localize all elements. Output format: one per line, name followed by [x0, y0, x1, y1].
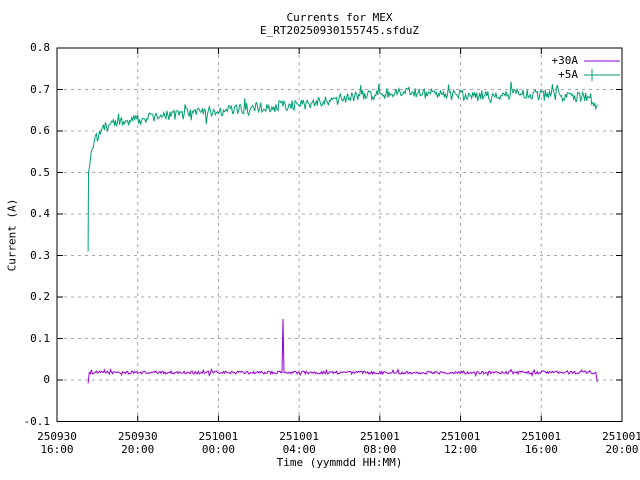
x-tick-label-date: 250930	[37, 430, 77, 443]
y-tick-label: 0.8	[30, 41, 50, 54]
x-tick-label-date: 250930	[117, 430, 158, 443]
x-tick-label-date: 251001	[198, 430, 239, 443]
legend-label-+5A: +5A	[558, 68, 578, 81]
plot-border	[56, 47, 623, 422]
x-tick-label-time: 20:00	[605, 443, 639, 456]
x-tick-label-date: 251001	[359, 430, 400, 443]
y-tick-label: 0.7	[30, 82, 50, 96]
legend-label-+30A: +30A	[551, 54, 579, 67]
series-line-+30A	[87, 318, 598, 384]
x-tick-label-date: 251001	[521, 430, 562, 443]
x-tick-label-time: 08:00	[363, 443, 397, 456]
x-tick-label-date: 251001	[602, 430, 640, 443]
x-tick-label-date: 251001	[440, 430, 481, 443]
y-tick-label: 0.3	[30, 248, 50, 262]
chart-subtitle: E_RT20250930155745.sfduZ	[260, 24, 419, 37]
x-tick-label-date: 251001	[279, 430, 320, 443]
x-tick-label-time: 16:00	[40, 443, 74, 456]
x-tick-label-time: 16:00	[524, 443, 558, 456]
y-tick-label: 0.1	[30, 331, 50, 345]
x-tick-label-time: 20:00	[121, 443, 155, 456]
y-tick-label: 0.5	[30, 165, 50, 179]
x-tick-label-time: 04:00	[282, 443, 316, 456]
x-tick-label-time: 12:00	[444, 443, 478, 456]
y-tick-label: -0.1	[23, 414, 51, 428]
y-tick-label: 0.4	[30, 207, 50, 220]
x-tick-label-time: 00:00	[201, 443, 235, 456]
series-line-+5A	[87, 81, 598, 252]
y-tick-label: 0.6	[30, 124, 50, 137]
chart-title: Currents for MEX	[286, 11, 393, 24]
y-tick-label: 0.2	[30, 290, 50, 303]
x-axis-label: Time (yymmdd HH:MM)	[276, 456, 403, 469]
y-tick-label: 0	[43, 373, 50, 386]
